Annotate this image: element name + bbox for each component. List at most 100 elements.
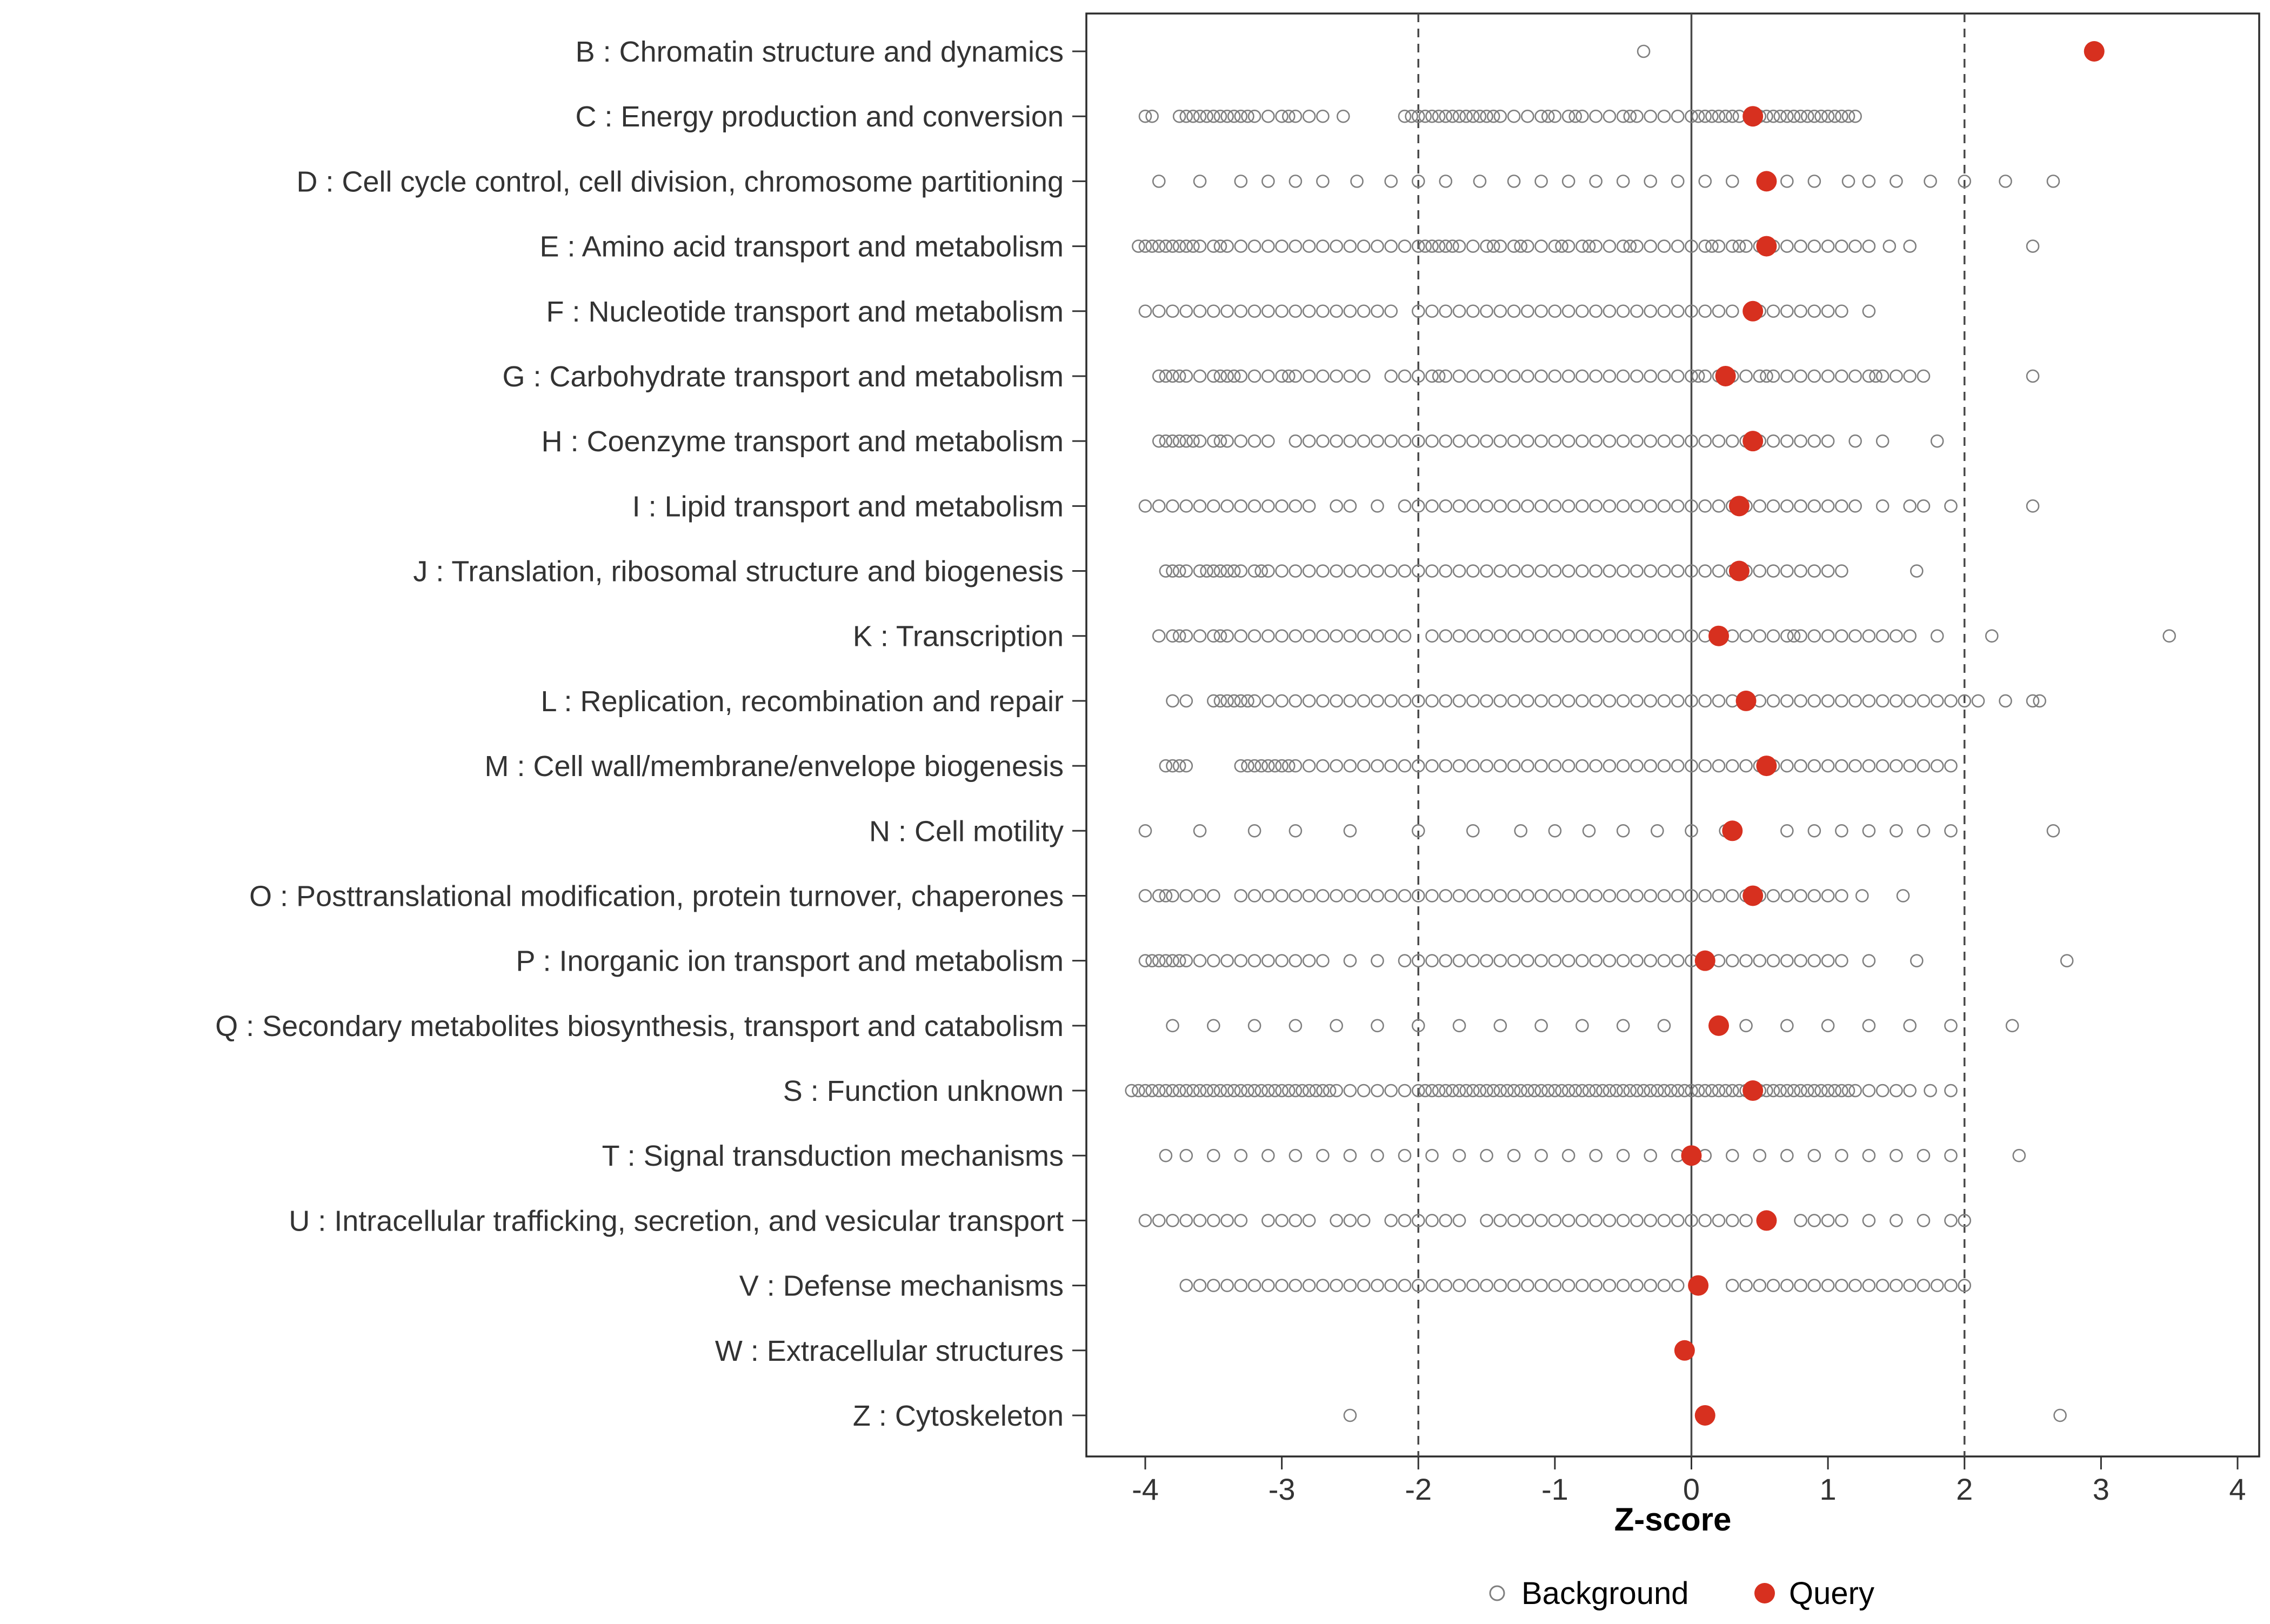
background-point — [1411, 564, 1425, 578]
background-point — [1548, 434, 1562, 448]
background-point — [1657, 369, 1671, 383]
background-point — [1944, 1084, 1958, 1098]
background-point — [1794, 629, 1807, 643]
background-point — [1193, 889, 1207, 903]
background-point — [1521, 564, 1534, 578]
background-point — [1534, 499, 1548, 513]
background-point — [1644, 629, 1658, 643]
background-point — [1493, 954, 1507, 967]
background-point — [1712, 1084, 1726, 1098]
background-point — [1357, 369, 1371, 383]
background-point — [1630, 1084, 1644, 1098]
background-point — [1657, 629, 1671, 643]
category-label: S : Function unknown — [783, 1075, 1064, 1107]
background-point — [1152, 239, 1166, 253]
background-point — [1698, 1214, 1712, 1227]
background-point — [1671, 1279, 1685, 1292]
background-point — [1330, 629, 1343, 643]
background-point — [1179, 694, 1193, 708]
background-point — [1917, 1214, 1931, 1227]
background-point — [1193, 824, 1207, 838]
background-point — [1179, 304, 1193, 318]
background-point — [1220, 434, 1234, 448]
background-point — [1616, 824, 1630, 838]
background-point — [1247, 824, 1261, 838]
query-point — [1742, 300, 1764, 322]
background-point — [1220, 1279, 1234, 1292]
background-point — [1466, 109, 1480, 123]
background-point — [1575, 954, 1589, 967]
background-point — [1234, 175, 1248, 188]
background-point — [1507, 694, 1521, 708]
background-point — [1875, 1279, 1890, 1292]
background-point — [1439, 889, 1453, 903]
background-point — [1213, 434, 1227, 448]
background-point — [1275, 1214, 1288, 1227]
background-point — [1288, 499, 1303, 513]
background-point — [1480, 694, 1493, 708]
background-point — [1446, 109, 1459, 123]
background-point — [1220, 954, 1234, 967]
background-point — [2033, 694, 2046, 708]
background-point — [1343, 304, 1357, 318]
background-point — [1800, 109, 1814, 123]
background-point — [1432, 239, 1446, 253]
background-point — [1507, 1214, 1521, 1227]
background-point — [1603, 239, 1617, 253]
query-point — [1742, 885, 1764, 906]
background-point — [1275, 759, 1288, 773]
background-point — [1725, 239, 1739, 253]
background-point — [1944, 1214, 1958, 1227]
background-point — [1343, 694, 1357, 708]
background-point — [2026, 499, 2040, 513]
background-point — [1507, 369, 1521, 383]
background-point — [1425, 369, 1439, 383]
background-point — [1616, 239, 1630, 253]
background-point — [1316, 239, 1330, 253]
background-point — [1875, 629, 1890, 643]
background-point — [1794, 304, 1807, 318]
background-point — [1179, 954, 1193, 967]
background-point — [1794, 109, 1807, 123]
background-point — [1548, 239, 1562, 253]
background-point — [1780, 175, 1794, 188]
background-point — [1480, 954, 1493, 967]
background-point — [1534, 434, 1548, 448]
background-point — [1207, 1019, 1220, 1033]
background-point — [1371, 499, 1384, 513]
background-point — [1371, 1279, 1384, 1292]
background-point — [1261, 564, 1275, 578]
background-point — [1875, 694, 1890, 708]
background-point — [1780, 824, 1794, 838]
background-point — [1425, 109, 1439, 123]
background-point — [1152, 1214, 1166, 1227]
background-point — [1862, 629, 1876, 643]
background-point — [1575, 759, 1589, 773]
background-point — [1603, 954, 1617, 967]
background-point — [1384, 1214, 1398, 1227]
query-point — [1694, 1405, 1715, 1426]
category-label: H : Coenzyme transport and metabolism — [542, 425, 1064, 458]
background-point — [1890, 1148, 1903, 1162]
background-point — [1924, 1084, 1937, 1098]
background-point — [1507, 954, 1521, 967]
background-point — [1725, 889, 1739, 903]
background-point — [1712, 889, 1726, 903]
background-point — [1227, 564, 1241, 578]
background-point — [1589, 434, 1603, 448]
background-point — [1384, 759, 1398, 773]
background-point — [1575, 434, 1589, 448]
background-point — [1493, 1214, 1507, 1227]
background-point — [1616, 629, 1630, 643]
category-label: P : Inorganic ion transport and metaboli… — [516, 945, 1064, 978]
background-point — [1603, 564, 1617, 578]
category-label: G : Carbohydrate transport and metabolis… — [503, 360, 1064, 393]
background-point — [1521, 1084, 1534, 1098]
background-point — [1685, 824, 1698, 838]
background-point — [1685, 239, 1698, 253]
background-point — [1166, 499, 1179, 513]
background-point — [1568, 1084, 1583, 1098]
background-point — [1398, 109, 1412, 123]
background-point — [1862, 1214, 1876, 1227]
background-point — [2162, 629, 2176, 643]
